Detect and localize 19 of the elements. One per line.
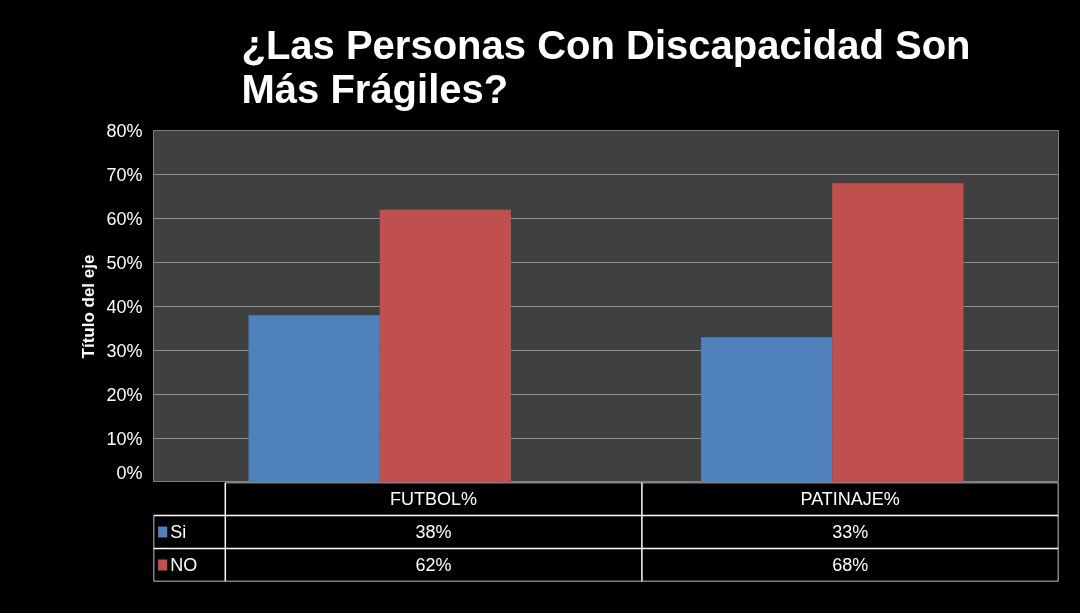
legend-label: Si (170, 522, 187, 542)
y-tick-label: 50% (106, 252, 143, 273)
y-tick-label: 30% (106, 340, 143, 361)
x-tick-label: PATINAJE% (800, 489, 900, 509)
legend-label: NO (170, 555, 198, 575)
x-tick-label: FUTBOL% (390, 489, 478, 509)
data-label: 62% (415, 555, 452, 575)
y-tick-label: 40% (106, 296, 143, 317)
y-axis-title: Título del eje (79, 254, 99, 359)
y-tick-label: 20% (106, 384, 143, 405)
y-tick-label: 80% (106, 120, 143, 141)
y-tick-label: 60% (106, 208, 143, 229)
y-tick-label: 0% (116, 462, 143, 483)
y-tick-label: 10% (106, 428, 143, 449)
chart-title: ¿Las Personas Con Discapacidad Son Más Frágiles? (241, 22, 971, 111)
y-tick-label: 70% (106, 164, 143, 185)
data-label: 68% (832, 555, 869, 575)
data-label: 33% (832, 522, 869, 542)
data-label: 38% (415, 522, 452, 542)
